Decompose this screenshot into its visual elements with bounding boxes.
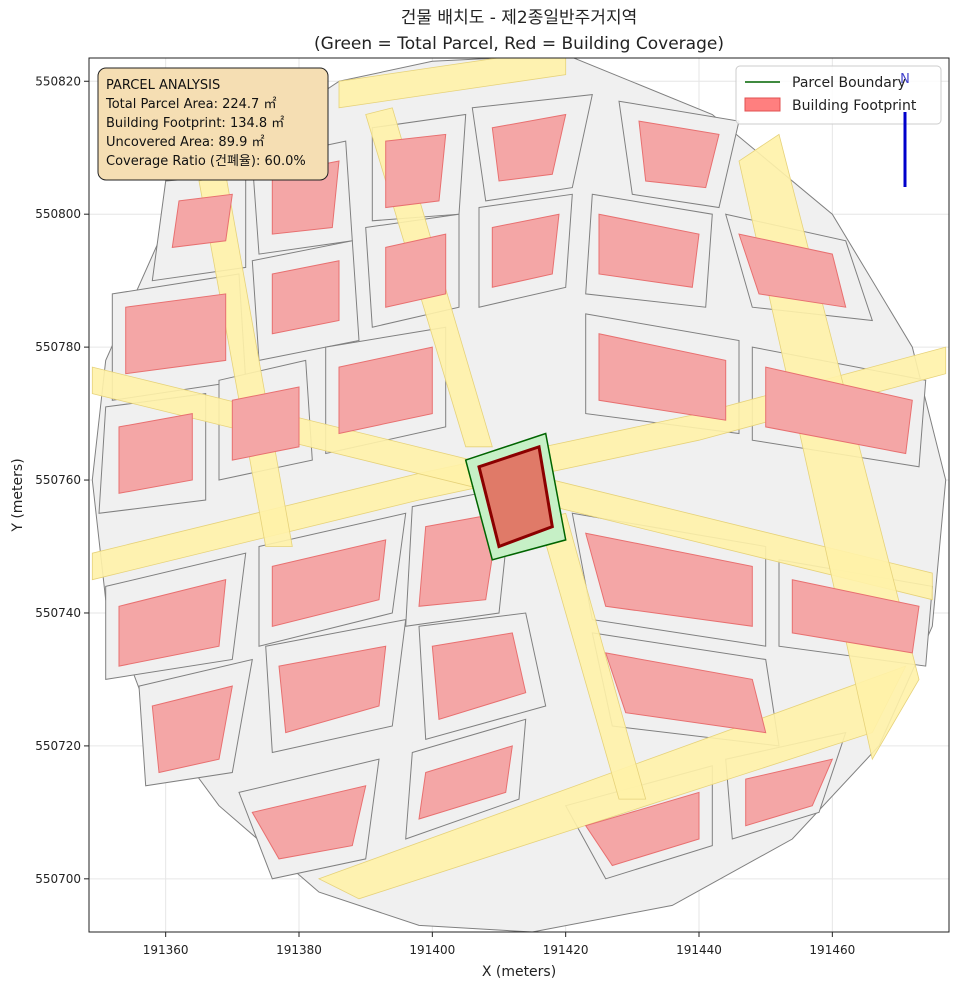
building-footprint (385, 133, 447, 209)
x-tick-label: 191400 (409, 943, 455, 957)
legend-frame (735, 65, 942, 125)
y-tick-label: 550780 (35, 340, 81, 354)
building-footprint (604, 652, 767, 734)
chart-subtitle: (Green = Total Parcel, Red = Building Co… (314, 34, 724, 54)
building-footprint (738, 233, 847, 308)
info-box-background (97, 67, 329, 181)
info-box: PARCEL ANALYSIS Total Parcel Area: 224.7… (97, 67, 329, 181)
info-heading: PARCEL ANALYSIS (106, 78, 220, 93)
x-tick-label: 191380 (276, 943, 322, 957)
legend-building-swatch (744, 97, 781, 112)
info-uncovered-area: Uncovered Area: 89.9 ㎡ (106, 135, 265, 150)
y-tick-label: 550720 (35, 739, 81, 753)
building-footprint (118, 413, 193, 494)
chart-title: 건물 배치도 - 제2종일반주거지역 (401, 8, 637, 28)
x-tick-label: 191460 (809, 943, 855, 957)
building-footprint (791, 579, 920, 654)
building-footprint (271, 539, 387, 627)
building-footprint (638, 120, 720, 189)
building-footprint (278, 645, 387, 734)
y-tick-label: 550740 (35, 606, 81, 620)
legend-building-footprint: Building Footprint (792, 98, 917, 114)
building-footprint (271, 260, 340, 335)
target-building-footprint (477, 444, 554, 549)
plot-frame (88, 57, 950, 933)
y-tick-label: 550800 (35, 207, 81, 221)
building-footprint (385, 233, 447, 308)
x-tick-label: 191360 (143, 943, 189, 957)
building-footprint (171, 193, 233, 248)
building-footprint (125, 293, 227, 375)
building-footprint (585, 532, 753, 627)
y-tick-label: 550820 (35, 74, 81, 88)
building-footprint (584, 791, 700, 867)
x-tick-label: 191420 (543, 943, 589, 957)
building-footprint (598, 213, 700, 288)
building-footprint (765, 366, 913, 455)
building-footprint (745, 758, 834, 827)
y-axis-label: Y (meters) (10, 458, 26, 532)
y-axis-ticks: 550700 550720 550740 550760 550780 550800 5508… (35, 74, 89, 886)
building-footprint (598, 333, 727, 421)
buildings-layer (118, 113, 920, 867)
building-footprint (151, 685, 233, 774)
north-arrow: N (900, 72, 910, 187)
y-tick-label: 550760 (35, 473, 81, 487)
info-coverage-ratio: Coverage Ratio (건폐율): 60.0% (106, 154, 306, 169)
building-footprint (418, 745, 513, 820)
x-axis-ticks: 191360 191380 191400 191420 191440 191460 (143, 932, 855, 957)
info-total-area: Total Parcel Area: 224.7 ㎡ (105, 97, 276, 112)
building-footprint (118, 579, 227, 667)
x-tick-label: 191440 (676, 943, 722, 957)
building-footprint (251, 785, 367, 860)
x-axis-label: X (meters) (482, 964, 556, 980)
building-footprint (338, 346, 433, 435)
building-footprint (231, 386, 300, 461)
legend-parcel-boundary: Parcel Boundary (792, 75, 906, 91)
building-footprint (491, 213, 560, 288)
building-footprint (418, 512, 500, 607)
info-building-footprint: Building Footprint: 134.8 ㎡ (106, 116, 284, 131)
y-tick-label: 550700 (35, 872, 81, 886)
building-footprint (491, 113, 567, 182)
legend: Parcel Boundary Building Footprint (735, 65, 942, 125)
north-arrow-label: N (900, 72, 910, 87)
building-footprint (431, 632, 527, 720)
road-segment (338, 58, 567, 109)
